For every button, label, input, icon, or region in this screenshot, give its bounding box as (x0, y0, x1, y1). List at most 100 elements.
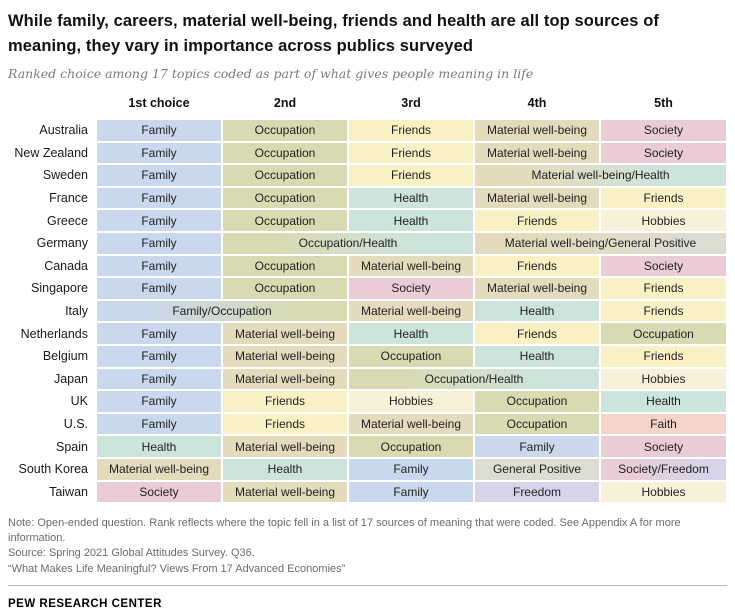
rank-cell: Friends (600, 344, 727, 368)
footer: PEW RESEARCH CENTER (8, 585, 727, 612)
country-label: Germany (8, 231, 96, 255)
table-row: Germany Family Occupation/Health Material w… (8, 231, 727, 255)
rank-cell: Occupation/Health (222, 231, 474, 255)
rank-cell: Friends (348, 141, 474, 165)
rank-cell: Family (96, 231, 222, 255)
rank-cell: Hobbies (600, 480, 727, 504)
country-label: U.S. (8, 412, 96, 436)
rank-cell: Material well-being (222, 435, 348, 458)
rank-cell: Health (348, 322, 474, 345)
rank-cell: Family (96, 209, 222, 232)
rank-cell: Material well-being (474, 119, 600, 142)
note-text: Note: Open-ended question. Rank reflects… (8, 517, 681, 544)
table-row: Sweden Family Occupation Friends Material we… (8, 164, 727, 187)
rank-cell: Occupation/Health (348, 367, 600, 391)
table-row: U.S. Family Friends Material well-being Occu… (8, 412, 727, 436)
table-row: South Korea Material well-being Health Fami… (8, 457, 727, 481)
rank-cell: Occupation (348, 435, 474, 458)
rank-cell: Society (600, 119, 727, 142)
rank-cell: Occupation (222, 277, 348, 300)
table-row: New Zealand Family Occupation Friends Materi… (8, 141, 727, 165)
rank-cell: Material well-being (222, 480, 348, 504)
rank-cell: Friends (348, 119, 474, 142)
country-label: Sweden (8, 164, 96, 187)
rank-cell: Health (348, 186, 474, 210)
rank-cell: Family (96, 186, 222, 210)
rank-cell: Material well-being (96, 457, 222, 481)
rank-cell: Occupation (222, 164, 348, 187)
rank-cell: Family (96, 412, 222, 436)
table-row: Italy Family/Occupation Material well-bein… (8, 299, 727, 323)
column-header-4th: 4th (527, 96, 547, 110)
table-row: Belgium Family Material well-being Occupati… (8, 344, 727, 368)
column-header-1st-choice: 1st choice (128, 96, 190, 110)
rank-cell: Occupation (348, 344, 474, 368)
table-row: France Family Occupation Health Material wel… (8, 186, 727, 210)
rank-cell: Hobbies (600, 209, 727, 232)
rank-cell: Occupation (474, 412, 600, 436)
rank-cell: Family (96, 141, 222, 165)
notes-block: Note: Open-ended question. Rank reflects… (8, 516, 727, 576)
rank-cell: Friends (600, 277, 727, 300)
table-row: Singapore Family Occupation Society Material… (8, 277, 727, 300)
corner-spacer (8, 94, 96, 119)
column-header-5th: 5th (654, 96, 673, 110)
rank-cell: Family (96, 390, 222, 413)
rank-cell: Material well-being (474, 277, 600, 300)
rank-cell: Material well-being/Health (474, 164, 727, 187)
source-text: Source: Spring 2021 Global Attitudes Sur… (8, 547, 255, 560)
rank-cell: Society (348, 277, 474, 300)
rank-cell: Material well-being/General Positive (474, 231, 727, 255)
page-title: While family, careers, material well-bei… (8, 12, 659, 55)
rank-cell: Family (96, 344, 222, 368)
table-row: Japan Family Material well-being Occupation… (8, 367, 727, 391)
rank-cell: Health (96, 435, 222, 458)
rank-cell: Material well-being (474, 186, 600, 210)
rank-cell: Material well-being (348, 299, 474, 323)
rank-cell: Family (474, 435, 600, 458)
rank-cell: Material well-being (348, 412, 474, 436)
rank-cell: Family/Occupation (96, 299, 348, 323)
rank-cell: Friends (600, 186, 727, 210)
country-label: Netherlands (8, 322, 96, 345)
rank-cell: Health (600, 390, 727, 413)
table-row: Taiwan Society Material well-being Family Fr… (8, 480, 727, 504)
table-row: Netherlands Family Material well-being Heal… (8, 322, 727, 345)
rank-cell: Friends (474, 322, 600, 345)
table-row: Greece Family Occupation Health Friends Hobbi… (8, 209, 727, 232)
rank-cell: Family (96, 367, 222, 391)
rank-cell: Family (96, 119, 222, 142)
rank-cell: Friends (474, 209, 600, 232)
country-label: Canada (8, 254, 96, 278)
rank-cell: Occupation (474, 390, 600, 413)
rank-cell: Friends (474, 254, 600, 278)
rank-cell: Freedom (474, 480, 600, 504)
country-label: France (8, 186, 96, 210)
country-label: UK (8, 390, 96, 413)
rank-cell: General Positive (474, 457, 600, 481)
column-header-row: 1st choice 2nd 3rd 4th 5th (8, 94, 727, 119)
country-label: South Korea (8, 457, 96, 481)
rank-cell: Material well-being (222, 344, 348, 368)
rank-cell: Family (96, 254, 222, 278)
country-label: Taiwan (8, 480, 96, 504)
rank-cell: Material well-being (474, 141, 600, 165)
rank-cell: Friends (222, 390, 348, 413)
country-label: New Zealand (8, 141, 96, 165)
report-title-text: “What Makes Life Meaningful? Views From … (8, 562, 346, 575)
country-label: Italy (8, 299, 96, 323)
rank-cell: Material well-being (348, 254, 474, 278)
rank-cell: Health (474, 344, 600, 368)
rank-cell: Hobbies (348, 390, 474, 413)
country-label: Australia (8, 119, 96, 142)
rank-cell: Family (96, 322, 222, 345)
rank-cell: Health (348, 209, 474, 232)
country-label: Spain (8, 435, 96, 458)
rank-cell: Family (96, 277, 222, 300)
rank-cell: Material well-being (222, 322, 348, 345)
country-label: Japan (8, 367, 96, 391)
rank-cell: Friends (222, 412, 348, 436)
country-label: Greece (8, 209, 96, 232)
country-label: Singapore (8, 277, 96, 300)
